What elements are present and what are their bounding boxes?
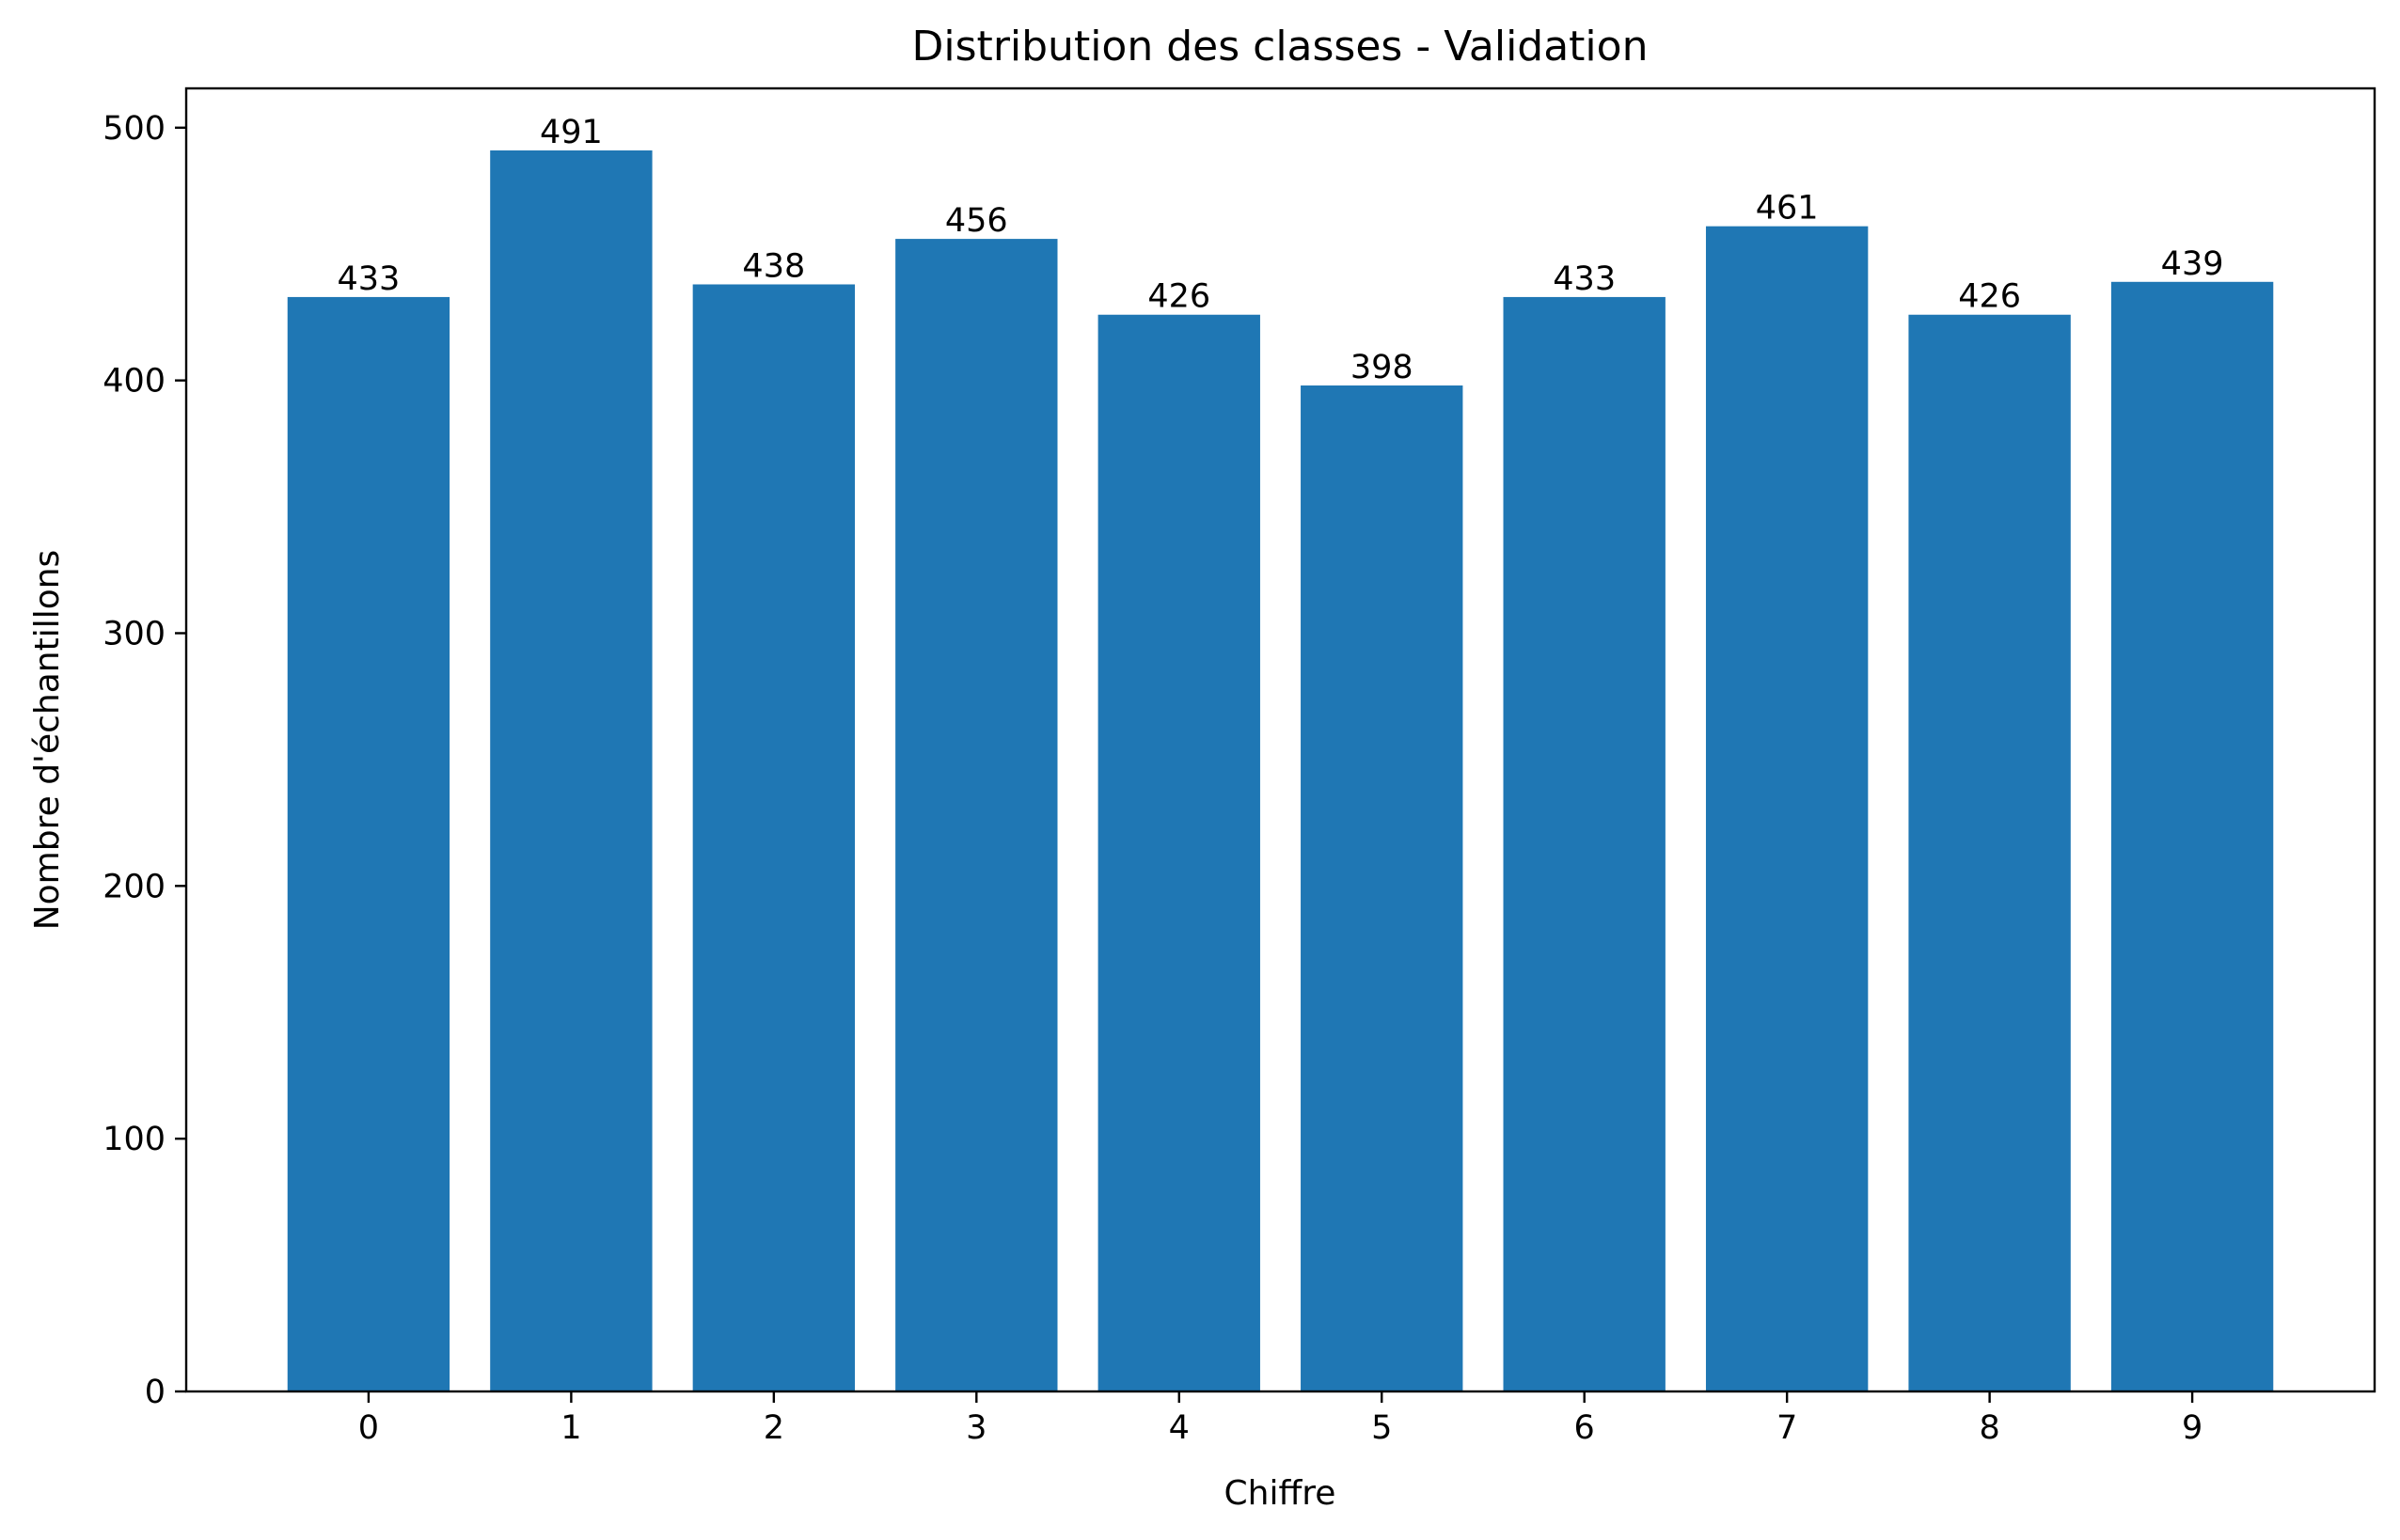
data-label-2: 438 <box>742 247 805 285</box>
data-label-5: 398 <box>1350 349 1413 386</box>
data-label-3: 456 <box>945 202 1008 240</box>
y-tick-label-100: 100 <box>103 1121 166 1158</box>
x-tick-label-7: 7 <box>1776 1409 1797 1447</box>
plot-frame <box>184 86 2376 1393</box>
data-label-4: 426 <box>1147 278 1210 316</box>
bar-9 <box>2110 281 2274 1391</box>
data-label-9: 439 <box>2161 245 2224 283</box>
x-tick-label-2: 2 <box>764 1409 784 1447</box>
y-tick-label-500: 500 <box>103 110 166 148</box>
data-labels-group: 433 491 438 456 426 398 433 461 426 439 <box>338 114 2224 386</box>
x-tick-label-8: 8 <box>1979 1409 1999 1447</box>
data-label-6: 433 <box>1553 260 1616 298</box>
x-tick-label-9: 9 <box>2182 1409 2203 1447</box>
bars-group <box>287 150 2274 1392</box>
y-tick-label-200: 200 <box>103 868 166 905</box>
x-tick-label-0: 0 <box>358 1409 379 1447</box>
x-tick-label-3: 3 <box>966 1409 987 1447</box>
bar-2 <box>692 284 856 1391</box>
bar-5 <box>1301 385 1463 1391</box>
x-tick-label-1: 1 <box>561 1409 581 1447</box>
data-label-7: 461 <box>1756 190 1819 228</box>
bar-4 <box>1097 314 1260 1392</box>
chart-title: Distribution des classes - Validation <box>912 23 1649 71</box>
data-label-8: 426 <box>1958 278 2021 316</box>
y-tick-label-300: 300 <box>103 615 166 652</box>
bar-7 <box>1705 226 1869 1391</box>
y-axis: 0 100 200 300 400 500 <box>103 110 186 1411</box>
x-axis: 0 1 2 3 4 5 6 7 8 9 <box>358 1391 2203 1447</box>
bar-1 <box>490 150 653 1391</box>
y-tick-label-400: 400 <box>103 363 166 401</box>
data-label-1: 491 <box>540 114 603 151</box>
bar-8 <box>1908 314 2071 1392</box>
bar-3 <box>895 239 1058 1391</box>
x-tick-label-4: 4 <box>1169 1409 1190 1447</box>
bar-0 <box>287 296 450 1392</box>
y-tick-label-0: 0 <box>145 1374 166 1411</box>
x-tick-label-5: 5 <box>1371 1409 1392 1447</box>
data-label-0: 433 <box>338 260 401 298</box>
x-tick-label-6: 6 <box>1574 1409 1595 1447</box>
x-axis-label: Chiffre <box>1224 1474 1336 1513</box>
bar-6 <box>1503 296 1666 1392</box>
y-axis-label: Nombre d'échantillons <box>28 550 67 931</box>
